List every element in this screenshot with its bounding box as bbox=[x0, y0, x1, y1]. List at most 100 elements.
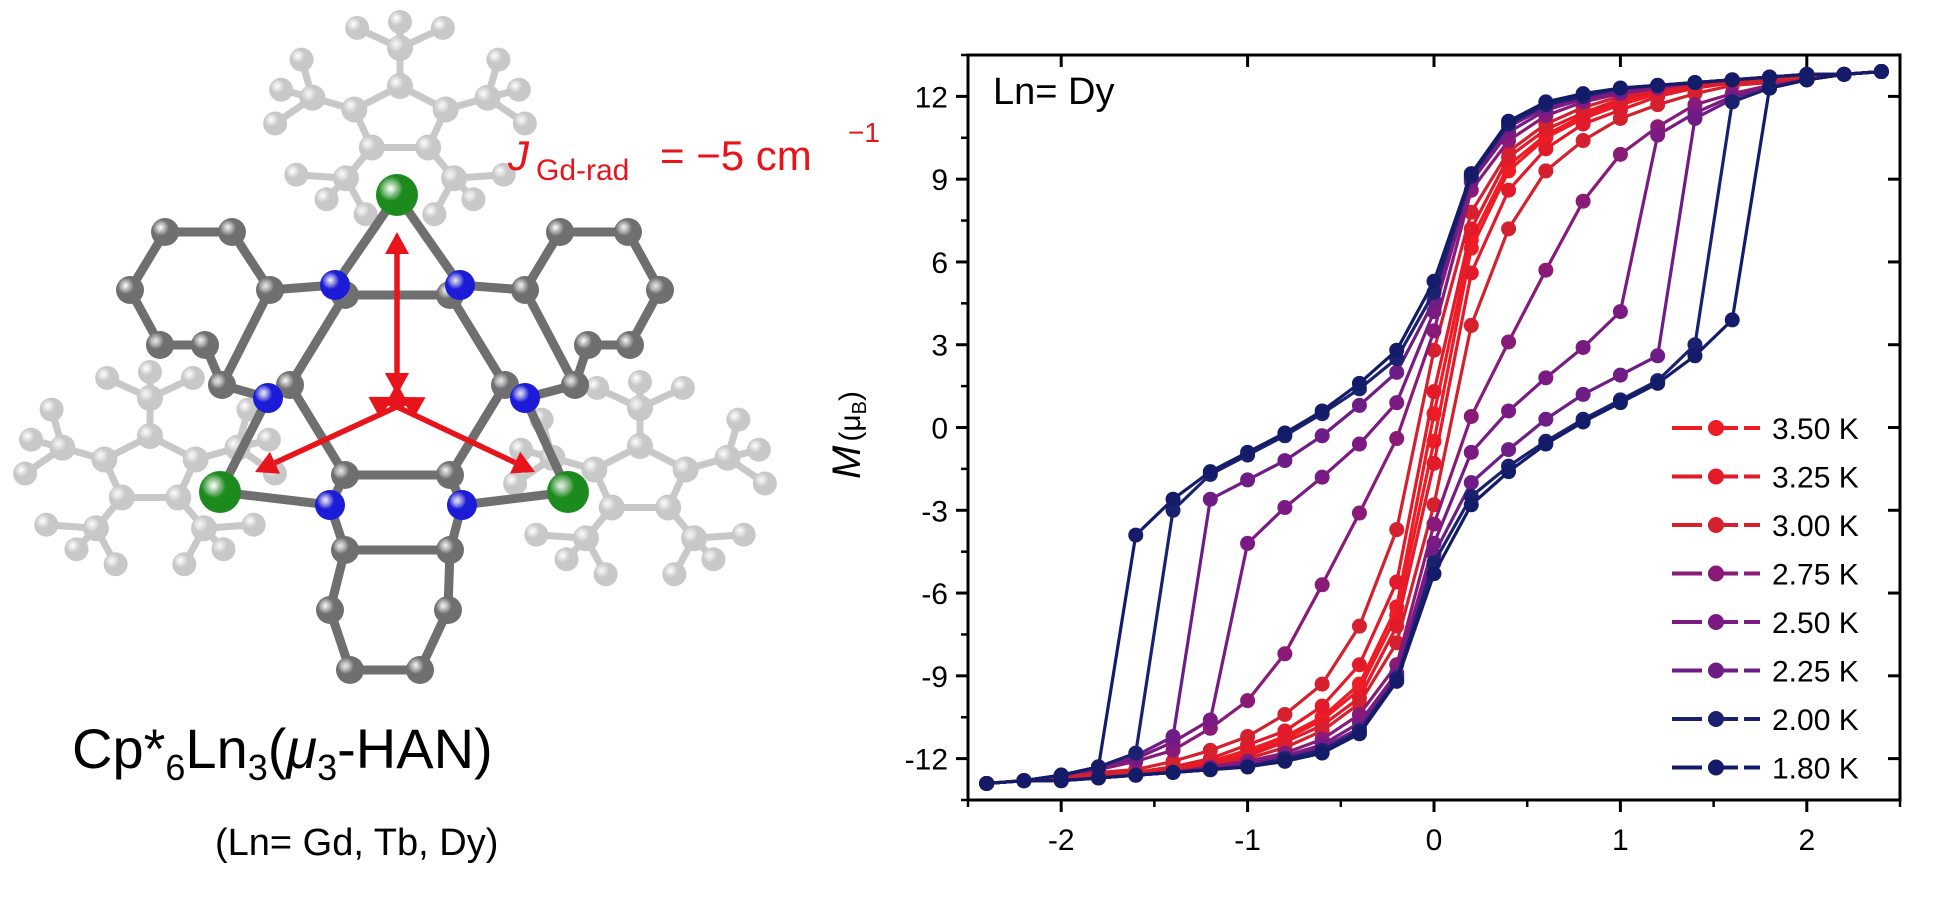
cp-methyl-atom bbox=[137, 385, 163, 411]
cp-hydrogen-atom bbox=[593, 562, 618, 587]
x-tick-label: -2 bbox=[1048, 824, 1075, 857]
legend-marker bbox=[1708, 711, 1724, 727]
y-tick-label: -12 bbox=[905, 744, 948, 777]
cp-methyl-atom bbox=[627, 395, 653, 421]
data-point bbox=[1762, 69, 1778, 85]
data-point bbox=[1314, 698, 1330, 714]
legend-label: 1.80 K bbox=[1772, 753, 1859, 786]
cp-hydrogen-atom bbox=[345, 15, 370, 40]
data-point bbox=[1277, 453, 1293, 469]
molecule-formula: Cp*6Ln3(μ3-HAN) (Ln= Gd, Tb, Dy) bbox=[72, 717, 498, 864]
data-point bbox=[1314, 403, 1330, 419]
svg-text:M(μB): M (μB) bbox=[825, 391, 871, 479]
legend-item: 2.50 K bbox=[1672, 607, 1859, 640]
data-point bbox=[1314, 428, 1330, 444]
data-point bbox=[1724, 72, 1740, 88]
cp-hydrogen-atom bbox=[461, 187, 486, 212]
data-point bbox=[1538, 370, 1554, 386]
han-bond bbox=[520, 285, 580, 390]
carbon-atom bbox=[316, 596, 344, 624]
cp-hydrogen-atom bbox=[491, 162, 516, 187]
data-point bbox=[1426, 273, 1442, 289]
data-point bbox=[1501, 113, 1517, 129]
legend-marker bbox=[1708, 517, 1724, 533]
data-point bbox=[1575, 339, 1591, 355]
cp-hydrogen-atom bbox=[628, 370, 652, 394]
cp-hydrogen-atom bbox=[172, 552, 197, 577]
data-point bbox=[1090, 759, 1106, 775]
data-point bbox=[1351, 397, 1367, 413]
nitrogen-atom bbox=[447, 490, 477, 520]
cp-methyl-atom bbox=[387, 35, 413, 61]
cp-methyl-atom bbox=[441, 165, 468, 192]
data-point bbox=[1240, 693, 1256, 709]
data-point bbox=[1351, 618, 1367, 634]
cp-methyl-atom bbox=[82, 515, 109, 542]
y-axis-label-main: M bbox=[825, 445, 869, 479]
y-tick-label: 6 bbox=[931, 247, 948, 280]
legend-item: 3.00 K bbox=[1672, 510, 1859, 543]
carbon-atom bbox=[561, 371, 589, 399]
cp-methyl-atom bbox=[299, 84, 326, 111]
carbon-atom bbox=[146, 331, 174, 359]
cp-hydrogen-atom bbox=[554, 547, 579, 572]
cp-hydrogen-atom bbox=[430, 15, 455, 40]
coupling-arrow-head bbox=[368, 396, 394, 418]
data-point bbox=[1575, 116, 1591, 132]
legend-marker bbox=[1708, 614, 1724, 630]
y-axis-unit-mu: μ bbox=[834, 414, 867, 431]
y-tick-label: 9 bbox=[931, 164, 948, 197]
data-point bbox=[1426, 516, 1442, 532]
y-axis-unit-close: ) bbox=[834, 391, 867, 401]
cp-hydrogen-atom bbox=[388, 10, 412, 34]
data-point bbox=[1687, 348, 1703, 364]
cp-hydrogen-atom bbox=[39, 397, 64, 422]
cp-methyl-atom bbox=[332, 165, 359, 192]
cp-ring-atom bbox=[137, 423, 163, 449]
data-point bbox=[1724, 312, 1740, 328]
data-point bbox=[1463, 497, 1479, 513]
data-point bbox=[1650, 127, 1666, 143]
han-ligand bbox=[116, 174, 674, 684]
legend-label: 3.00 K bbox=[1772, 510, 1859, 543]
cp-ring-atom bbox=[627, 433, 653, 459]
data-point bbox=[1240, 729, 1256, 745]
cp-methyl-atom bbox=[714, 444, 741, 471]
cp-hydrogen-atom bbox=[314, 187, 339, 212]
cp-ring-atom bbox=[108, 484, 135, 511]
coupling-arrow-head bbox=[385, 232, 409, 254]
cp-methyl-atom bbox=[474, 84, 501, 111]
y-tick-label: -9 bbox=[921, 661, 948, 694]
data-point bbox=[1202, 712, 1218, 728]
carbon-atom bbox=[436, 461, 464, 489]
nitrogen-atom bbox=[320, 270, 350, 300]
data-point bbox=[1128, 767, 1144, 783]
legend-item: 2.25 K bbox=[1672, 656, 1859, 689]
data-point bbox=[1165, 491, 1181, 507]
carbon-atom bbox=[574, 331, 602, 359]
legend-label: 3.50 K bbox=[1772, 413, 1859, 446]
data-point bbox=[1650, 348, 1666, 364]
data-point bbox=[1538, 436, 1554, 452]
y-tick-label: 12 bbox=[915, 81, 948, 114]
data-point bbox=[1277, 425, 1293, 441]
data-point bbox=[1612, 146, 1628, 162]
cp-ring-atom bbox=[415, 134, 442, 161]
han-bond bbox=[285, 290, 350, 390]
cp-hydrogen-atom bbox=[662, 562, 687, 587]
data-point bbox=[1650, 77, 1666, 93]
data-point bbox=[1575, 386, 1591, 402]
axis-ticks bbox=[956, 53, 1902, 812]
data-point bbox=[1426, 384, 1442, 400]
cp-hydrogen-atom bbox=[211, 537, 236, 562]
formula-sub-6: 6 bbox=[165, 747, 185, 788]
data-point bbox=[1650, 375, 1666, 391]
carbon-atom bbox=[614, 218, 642, 246]
formula-sub-mu3: 3 bbox=[317, 747, 337, 788]
cp-ring-atom bbox=[341, 96, 368, 123]
coupling-arrow-head bbox=[255, 451, 281, 474]
data-point bbox=[1687, 337, 1703, 353]
carbon-atom bbox=[191, 331, 219, 359]
cp-hydrogen-atom bbox=[726, 407, 751, 432]
